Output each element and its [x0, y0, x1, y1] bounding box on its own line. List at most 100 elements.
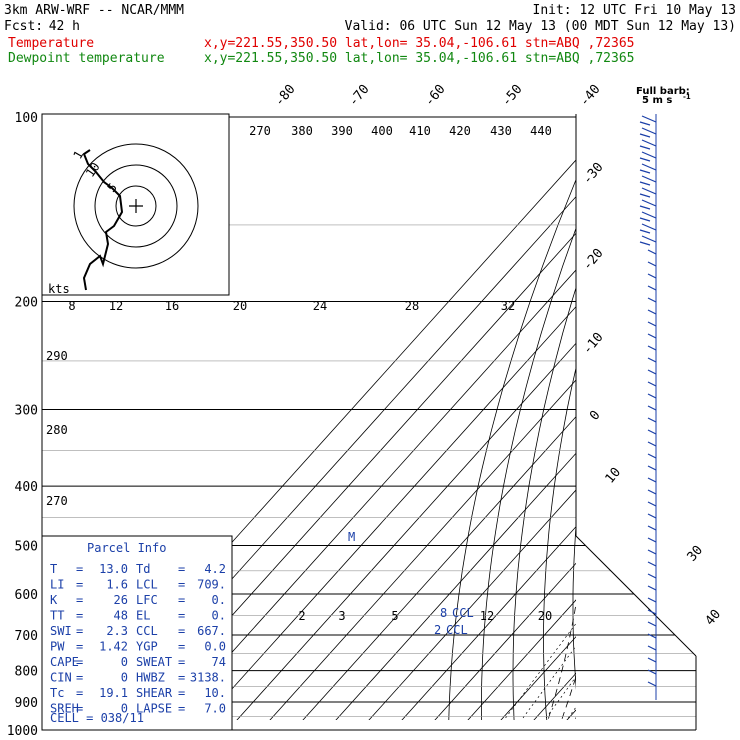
- parcel-info-value: =: [178, 593, 185, 607]
- wind-barbs: [639, 115, 657, 687]
- parcel-info-value: Td: [136, 562, 150, 576]
- wind-barb-flag: [639, 205, 651, 210]
- mixing-ratio-line: [580, 571, 693, 730]
- wind-barb-flag: [647, 645, 657, 651]
- parcel-info-value: 3138.: [190, 671, 226, 685]
- wind-barb-flag: [647, 381, 657, 387]
- isotherm-line: [236, 342, 576, 720]
- parcel-info-value: =: [178, 624, 185, 638]
- wind-barb: [647, 429, 657, 435]
- pressure-tick-label: 400: [15, 480, 38, 495]
- dry-adiabat: [706, 117, 740, 730]
- wind-barb-flag: [647, 273, 657, 279]
- wind-barb: [647, 309, 657, 315]
- parcel-info-value: 0.: [212, 609, 226, 623]
- moist-adiabat: [574, 716, 576, 720]
- dewpoint-legend-label: Dewpoint temperature: [8, 51, 165, 66]
- theta-label: 410: [409, 124, 431, 138]
- hodograph-speed-label: 20: [233, 299, 247, 313]
- header-init: Init: 12 UTC Fri 10 May 13: [533, 3, 737, 18]
- wind-barb: [647, 621, 657, 627]
- parcel-info-value: 10.: [204, 686, 226, 700]
- wind-barb-flag: [647, 441, 657, 447]
- hodograph-speed-label: 32: [501, 299, 515, 313]
- wind-barb: [647, 633, 657, 639]
- wind-barb-flag: [639, 181, 651, 186]
- moist-adiabat: [584, 302, 695, 731]
- dewpoint-legend-info: x,y=221.55,350.50 lat,lon= 35.04,-106.61…: [204, 51, 634, 66]
- wind-barb-flag: [647, 477, 657, 483]
- wind-barb: [647, 549, 657, 555]
- parcel-info-value: =: [76, 671, 83, 685]
- moist-adiabat: [611, 302, 740, 731]
- wind-barb: [639, 163, 657, 174]
- parcel-info-value: 19.1: [99, 686, 128, 700]
- parcel-info-value: =: [178, 562, 185, 576]
- isotherm-line: [624, 117, 740, 730]
- mixing-ratio-line: [607, 571, 718, 730]
- mixing-ratio-label: 2: [298, 609, 305, 623]
- hodograph-speed-label: 12: [109, 299, 123, 313]
- wind-barb: [647, 537, 657, 543]
- theta-label: 430: [490, 124, 512, 138]
- m-marker: M: [348, 530, 355, 544]
- theta-label: 390: [331, 124, 353, 138]
- pressure-tick-label: 800: [15, 665, 38, 680]
- wind-barb-flag: [639, 169, 651, 174]
- ccl-label: CCL: [446, 623, 468, 637]
- parcel-info-value: 0: [121, 671, 128, 685]
- parcel-info-value: PW: [50, 640, 65, 654]
- wind-barb: [647, 333, 657, 339]
- moist-adiabat: [624, 302, 740, 731]
- parcel-info-value: CAPE: [50, 655, 79, 669]
- wind-barb-flag: [639, 145, 651, 150]
- mixing-ratio-lines: [503, 571, 718, 730]
- wind-barb: [647, 273, 657, 279]
- mixing-ratio-label: 20: [538, 609, 552, 623]
- wind-barb-flag: [647, 501, 657, 507]
- isotherm-line: [335, 452, 576, 720]
- isotherm-label: 0: [587, 408, 604, 424]
- wind-barb: [647, 453, 657, 459]
- moist-adiabat: [547, 601, 576, 720]
- isotherm-label: -10: [580, 330, 607, 358]
- wind-barb: [647, 297, 657, 303]
- parcel-info-value: CIN: [50, 671, 72, 685]
- wind-barb: [639, 151, 657, 162]
- pressure-tick-label: 500: [15, 539, 38, 554]
- temperature-legend-label: Temperature: [8, 36, 94, 51]
- wind-barb: [647, 321, 657, 327]
- ccl-marker: 8: [440, 606, 447, 620]
- wind-barb-flag: [647, 465, 657, 471]
- wind-barb-flag: [647, 585, 657, 591]
- theta-label: 440: [530, 124, 552, 138]
- wind-barb-flag: [647, 669, 657, 675]
- dry-adiabat-label: 280: [46, 423, 68, 437]
- wind-barb-flag: [647, 597, 657, 603]
- wind-barb: [639, 223, 657, 234]
- wind-barb: [647, 381, 657, 387]
- wind-barb-flag: [647, 513, 657, 519]
- parcel-info-value: LFC: [136, 593, 158, 607]
- wind-barb-flag: [641, 127, 657, 135]
- hodograph-ring-15: [73, 143, 199, 269]
- wind-barb: [647, 501, 657, 507]
- parcel-info-value: HWBZ: [136, 671, 165, 685]
- header-fcst-hours: 42 h: [49, 19, 80, 34]
- wind-barb-flag: [641, 235, 657, 243]
- wind-barb-flag: [647, 309, 657, 315]
- wind-barb-flag: [647, 261, 657, 267]
- wind-barb-flag: [641, 163, 657, 171]
- wind-barb: [639, 199, 657, 210]
- parcel-info-value: SWI: [50, 624, 72, 638]
- theta-label: 400: [371, 124, 393, 138]
- parcel-info-value: =: [76, 640, 83, 654]
- wind-barb: [647, 345, 657, 351]
- wind-barb: [647, 525, 657, 531]
- parcel-info-value: LCL: [136, 578, 158, 592]
- wind-barb-flag: [647, 297, 657, 303]
- isotherm-label: -20: [580, 246, 607, 274]
- ccl-label: CCL: [452, 606, 474, 620]
- wind-barb-flag: [641, 187, 657, 195]
